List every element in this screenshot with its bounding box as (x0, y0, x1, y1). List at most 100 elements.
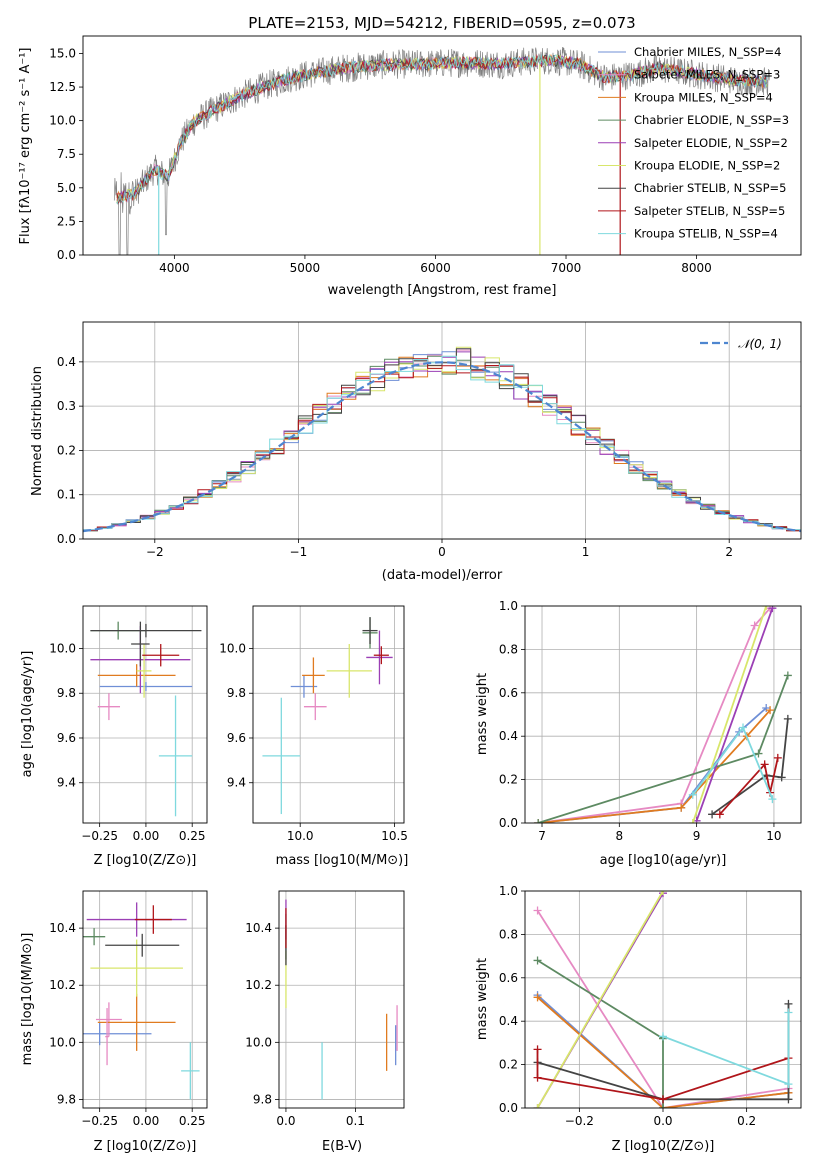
x-tick-label: −0.25 (81, 829, 118, 843)
axes-frame (524, 605, 802, 824)
error-bar-point (303, 693, 327, 721)
y-tick-label: 9.8 (227, 686, 246, 700)
legend-label: Chabrier MILES, N_SSP=4 (634, 45, 781, 59)
plus-marker (783, 671, 792, 680)
error-bar-point (83, 928, 106, 946)
error-bar-point (158, 695, 193, 817)
y-axis-label: Normed distribution (30, 366, 45, 496)
plus-marker (659, 1032, 667, 1041)
error-bar-point (105, 1008, 109, 1066)
plus-marker (533, 1045, 542, 1054)
y-tick-label: 0.2 (499, 773, 518, 787)
y-tick-label: 10.2 (245, 978, 272, 992)
y-tick-label: 5.0 (57, 181, 76, 195)
error-bar-point (90, 939, 183, 997)
y-tick-label: 0.4 (57, 355, 76, 369)
x-tick-label: 0.0 (653, 1114, 672, 1128)
plus-marker (533, 956, 542, 965)
legend-label: Kroupa MILES, N_SSP=4 (634, 90, 773, 104)
legend-label: Chabrier STELIB, N_SSP=5 (634, 181, 786, 195)
error-bar-point (181, 1042, 200, 1100)
error-bar-point (83, 1022, 152, 1046)
y-tick-label: 10.0 (49, 114, 76, 128)
axes-frame (252, 605, 405, 824)
plus-marker (784, 1095, 793, 1104)
error-bar-point (262, 697, 301, 815)
plus-marker (715, 810, 724, 819)
y-tick-label: 9.4 (57, 776, 76, 790)
legend: Chabrier MILES, N_SSP=4 Salpeter MILES, N… (598, 45, 789, 241)
x-axis-label: wavelength [Angstrom, rest frame] (328, 283, 557, 298)
y-axis-label: mass weight (475, 673, 490, 755)
y-tick-label: 9.8 (57, 1092, 76, 1106)
axes-frame (524, 890, 802, 1109)
plus-marker (533, 1104, 542, 1108)
error-bar-point (131, 621, 150, 667)
normal-curve-line (83, 361, 801, 533)
x-tick-label: 0.1 (346, 1114, 365, 1128)
y-tick-label: 0.0 (57, 532, 76, 546)
plus-marker (708, 810, 717, 819)
y-tick-label: 10.0 (219, 642, 246, 656)
x-tick-label: 10.5 (381, 829, 408, 843)
plot-area (534, 606, 792, 823)
error-bar-point (366, 630, 393, 685)
x-tick-label: 10 (766, 829, 781, 843)
plus-marker (762, 606, 771, 610)
axes-frame (82, 605, 208, 824)
plus-marker (750, 621, 759, 630)
y-tick-label: 2.5 (57, 214, 76, 228)
y-tick-label: 0.2 (499, 1058, 518, 1072)
plus-marker (773, 753, 782, 762)
x-axis-label: E(B-V) (322, 1139, 362, 1154)
chart-age-vs-mass: 10.0 10.5 9.4 9.6 9.8 10.0 mass [log10(M/M⊙)] (219, 605, 409, 868)
error-bar-point (97, 993, 176, 1051)
y-tick-label: 0.8 (499, 642, 518, 656)
x-tick-label: 0.00 (133, 1114, 160, 1128)
plot-area (533, 891, 793, 1108)
x-tick-label: 8000 (681, 261, 712, 275)
chart-mass-vs-EBV: 0.0 0.1 9.8 10.0 10.2 10.4 E(B-V) (245, 890, 405, 1154)
plus-marker (739, 723, 748, 732)
x-tick-label: 2 (725, 545, 733, 559)
plot-area (83, 346, 801, 533)
weight-age-line (691, 606, 768, 823)
plus-marker (688, 819, 697, 823)
plus-marker (754, 749, 763, 758)
y-tick-label: 12.5 (49, 80, 76, 94)
weight-Z-line (662, 1012, 790, 1086)
x-tick-label: 9 (693, 829, 701, 843)
x-tick-label: 5000 (290, 261, 321, 275)
axes-frame (82, 35, 802, 256)
x-tick-label: 0.0 (276, 1114, 295, 1128)
y-tick-label: 10.4 (49, 921, 76, 935)
x-axis-label: Z [log10(Z/Z⊙)] (612, 1139, 715, 1154)
weight-age-line (538, 709, 771, 823)
x-tick-label: 0.2 (737, 1114, 756, 1128)
plus-marker (688, 790, 697, 799)
y-tick-label: 9.8 (253, 1092, 272, 1106)
axes-frame (82, 321, 802, 540)
x-axis-label: mass [log10(M/M⊙)] (276, 853, 409, 868)
x-tick-label: −0.25 (81, 1114, 118, 1128)
x-tick-label: −2 (146, 545, 164, 559)
y-tick-label: 9.6 (227, 731, 246, 745)
x-tick-label: 1 (582, 545, 590, 559)
y-tick-label: 10.0 (49, 1035, 76, 1049)
error-bar-point (134, 905, 172, 934)
plus-marker (659, 891, 667, 895)
plus-marker (784, 1080, 793, 1089)
chart-mass-vs-Z: −0.25 0.00 0.25 9.8 10.0 10.2 10.4 Z [log10(Z/Z… (20, 890, 208, 1154)
weight-age-line (537, 607, 771, 823)
error-bar-point (105, 933, 180, 957)
y-tick-label: 0.1 (57, 488, 76, 502)
x-tick-label: 6000 (420, 261, 451, 275)
error-bar-point (90, 623, 202, 638)
plus-marker (677, 803, 686, 812)
y-tick-label: 9.8 (57, 686, 76, 700)
plus-marker (533, 993, 542, 1002)
x-tick-label: 7000 (551, 261, 582, 275)
y-tick-label: 10.2 (49, 978, 76, 992)
plus-marker (533, 1073, 542, 1082)
